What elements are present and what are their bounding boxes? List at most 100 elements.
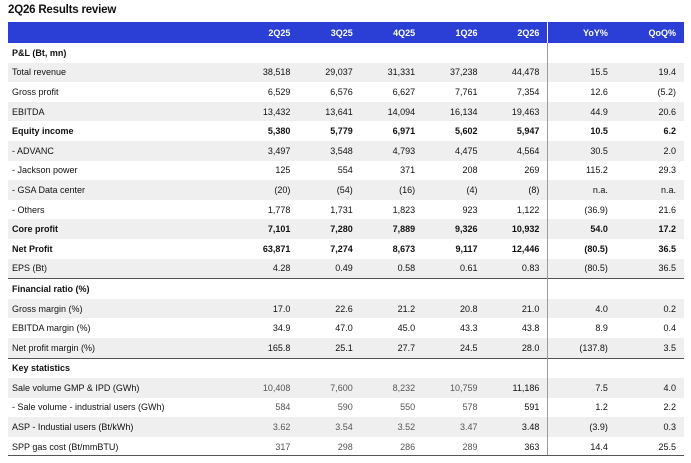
period-value: 3.52 xyxy=(360,417,424,437)
yoy-value: 14.4 xyxy=(547,436,616,457)
period-value: 269 xyxy=(524,165,540,176)
period-value: 27.7 xyxy=(360,337,424,358)
period-value: 554 xyxy=(337,165,353,176)
period-value: 22.6 xyxy=(298,298,361,319)
table-row: - Jackson power 125 554 371 208 269 115.2 29.3 xyxy=(8,160,684,181)
period-value: 6,576 xyxy=(330,86,353,97)
period-value: 286 xyxy=(400,441,416,452)
yoy-value: 44.9 xyxy=(547,101,616,122)
period-value: 16,134 xyxy=(423,101,486,122)
section-empty-cell xyxy=(360,357,424,379)
section-header-row: Financial ratio (%) xyxy=(8,278,684,299)
qoq-value: 2.0 xyxy=(615,140,684,161)
period-value: 37,238 xyxy=(423,62,486,83)
section-empty-cell xyxy=(236,43,298,63)
table-row: Equity income 5,380 5,779 6,971 5,602 5,947 10… xyxy=(8,121,684,141)
yoy-value: 1.2 xyxy=(547,397,616,418)
qoq-value: 20.6 xyxy=(615,101,684,122)
section-empty-cell xyxy=(423,357,486,379)
period-value: 45.0 xyxy=(397,323,416,334)
period-value: 7,280 xyxy=(298,219,361,239)
period-value: (4) xyxy=(423,180,486,200)
row-label: Net profit margin (%) xyxy=(8,337,236,358)
section-empty-cell xyxy=(361,43,423,63)
qoq-value: (5.2) xyxy=(657,86,676,97)
qoq-value: 36.5 xyxy=(658,243,676,254)
table-row: EPS (Bt) 4.28 0.49 0.58 0.61 0.83 (80.5) 36.5 xyxy=(8,258,684,279)
qoq-value: 21.6 xyxy=(658,204,676,215)
period-value: 3.48 xyxy=(485,417,548,437)
yoy-value: (80.5) xyxy=(547,258,616,279)
section-header-row: Key statistics xyxy=(8,357,684,379)
period-value: 7,761 xyxy=(454,86,478,97)
period-value: 4,564 xyxy=(485,140,548,161)
period-value: 371 xyxy=(400,165,416,176)
table-row: - Sale volume - industrial users (GWh) 58… xyxy=(8,397,684,418)
section-title: Key statistics xyxy=(8,357,236,379)
period-value: (16) xyxy=(360,180,424,200)
qoq-value: 0.3 xyxy=(615,417,684,437)
row-label: Net Profit xyxy=(12,243,53,254)
period-value: 38,518 xyxy=(235,62,299,83)
period-value: 9,117 xyxy=(455,243,478,254)
qoq-value: 36.5 xyxy=(615,258,684,279)
period-value: 8,673 xyxy=(392,243,416,254)
period-value: 7,889 xyxy=(360,219,424,239)
period-value: 7,600 xyxy=(298,378,361,398)
period-value: 13,432 xyxy=(235,101,299,122)
row-label: EPS (Bt) xyxy=(8,258,236,279)
row-label: Gross profit xyxy=(12,86,59,97)
period-value: 1,778 xyxy=(267,204,291,215)
period-value: 7,101 xyxy=(235,219,299,239)
period-value: 3.62 xyxy=(235,417,299,437)
period-value: 63,871 xyxy=(262,243,291,254)
table-row: Sale volume GMP & IPD (GWh) 10,408 7,600 8,… xyxy=(8,378,684,398)
header-label-cell xyxy=(8,22,236,43)
section-empty-cell xyxy=(615,357,684,379)
period-value: 13,641 xyxy=(298,101,361,122)
period-value: 44,478 xyxy=(485,62,548,83)
period-value: 12,446 xyxy=(511,243,540,254)
row-label: - Jackson power xyxy=(12,165,78,176)
section-empty-cell xyxy=(547,357,616,379)
section-empty-cell xyxy=(298,278,361,299)
period-value: 43.3 xyxy=(459,323,478,334)
qoq-value: 25.5 xyxy=(658,441,676,452)
section-empty-cell xyxy=(485,357,548,379)
period-value: 584 xyxy=(275,402,291,413)
period-value: 43.8 xyxy=(521,323,540,334)
period-value: 6,627 xyxy=(392,86,416,97)
period-value: 7,354 xyxy=(516,86,540,97)
section-empty-cell xyxy=(547,278,616,299)
period-value: 7,274 xyxy=(330,243,353,254)
row-label: ASP - Industial users (Bt/kWh) xyxy=(8,417,236,437)
row-label: - Sale volume - industrial users (GWh) xyxy=(12,402,165,413)
period-value: 10,759 xyxy=(423,378,486,398)
qoq-value: 6.2 xyxy=(663,126,676,137)
yoy-value: 4.0 xyxy=(547,298,616,319)
period-value: 21.0 xyxy=(485,298,548,319)
period-value: 8,232 xyxy=(360,378,424,398)
period-value: 3.54 xyxy=(298,417,361,437)
qoq-value: 4.0 xyxy=(615,378,684,398)
section-empty-cell xyxy=(547,43,616,63)
row-label: EBITDA xyxy=(8,101,236,122)
section-empty-cell xyxy=(235,357,299,379)
period-value: 34.9 xyxy=(272,323,291,334)
period-value: 29,037 xyxy=(298,62,361,83)
period-value: 5,380 xyxy=(267,126,291,137)
header-period: 2Q25 xyxy=(235,22,299,43)
period-value: 5,602 xyxy=(454,126,478,137)
period-value: 1,122 xyxy=(516,204,540,215)
period-value: 0.83 xyxy=(485,258,548,279)
table-row: SPP gas cost (Bt/mmBTU) 317 298 286 289 363 14… xyxy=(8,436,684,457)
period-value: 19,463 xyxy=(485,101,548,122)
row-label: Gross margin (%) xyxy=(8,298,236,319)
period-value: 923 xyxy=(462,204,478,215)
section-title: P&L (Bt, mn) xyxy=(12,47,67,58)
period-value: 25.1 xyxy=(298,337,361,358)
yoy-value: 12.6 xyxy=(547,82,616,102)
qoq-value: n.a. xyxy=(615,180,684,200)
qoq-value: 3.5 xyxy=(615,337,684,358)
yoy-value: 115.2 xyxy=(547,160,616,181)
